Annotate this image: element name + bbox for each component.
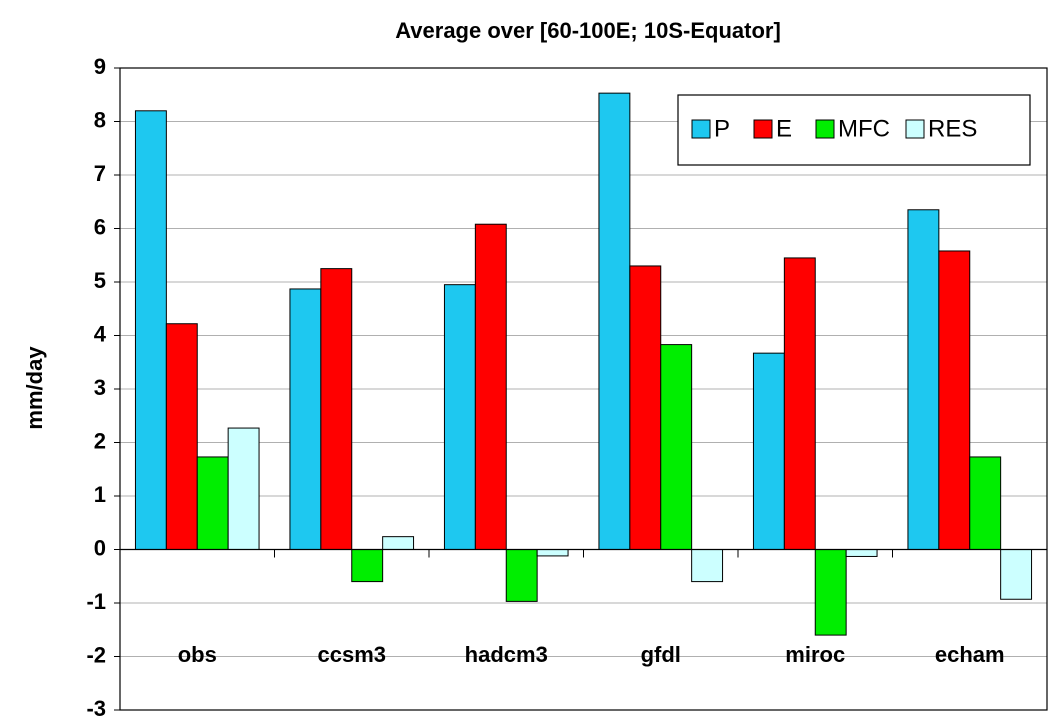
bar [134,110,167,551]
bar [382,536,415,550]
y-tick-label: 0 [94,535,106,560]
x-tick-label: ccsm3 [317,642,386,667]
x-tick-label: miroc [785,642,845,667]
bar [783,257,816,550]
bar [289,288,322,550]
bar [505,549,538,602]
bar [165,323,198,551]
y-tick-label: 9 [94,54,106,79]
legend-swatch [905,119,925,139]
legend-label: P [714,115,730,142]
legend-label: MFC [838,115,890,142]
y-tick-label: 4 [94,321,107,346]
bar [629,265,662,550]
bar [320,268,353,550]
bar [845,549,878,557]
y-tick-label: -2 [86,642,106,667]
bar [443,284,476,550]
bar [907,209,940,550]
legend-box [677,94,1031,166]
x-tick-label: obs [178,642,217,667]
chart-title: Average over [60-100E; 10S-Equator] [395,18,781,43]
x-tick-label: hadcm3 [465,642,548,667]
y-tick-label: 3 [94,375,106,400]
y-tick-label: 6 [94,214,106,239]
y-tick-label: 1 [94,482,106,507]
bar [536,549,569,557]
x-tick-label: echam [935,642,1005,667]
bar [969,456,1002,551]
legend-swatch [691,119,711,139]
bar [752,352,785,550]
bar [227,427,260,550]
bar [474,223,507,550]
y-tick-label: -3 [86,696,106,721]
bar [351,549,384,583]
bar [938,250,971,550]
bar [814,549,847,636]
y-tick-label: 5 [94,268,106,293]
bar [196,456,229,551]
x-tick-label: gfdl [641,642,681,667]
legend-label: RES [928,115,977,142]
y-tick-label: 8 [94,107,106,132]
y-tick-label: 7 [94,161,106,186]
bar [598,92,631,551]
bar [660,344,693,550]
legend-swatch [815,119,835,139]
legend-label: E [776,115,792,142]
bar [1000,549,1033,600]
y-axis-label: mm/day [22,346,47,430]
y-tick-label: 2 [94,428,106,453]
y-tick-label: -1 [86,589,106,614]
plot-area [119,67,1048,711]
legend-swatch [753,119,773,139]
bar [691,549,724,583]
